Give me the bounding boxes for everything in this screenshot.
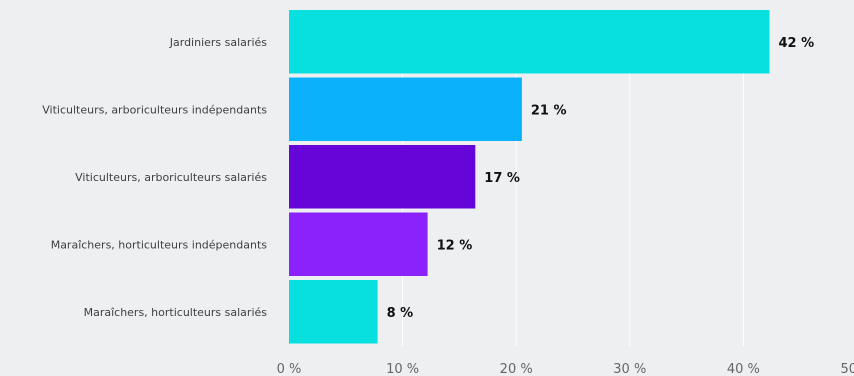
category-labels: Jardiniers salariés Viticulteurs, arboric… (42, 36, 267, 319)
tick-label: 30 % (613, 362, 646, 376)
x-axis-ticks: 0 % 10 % 20 % 30 % 40 % 50 % (277, 362, 854, 376)
data-label: 21 % (531, 103, 567, 118)
data-label: 42 % (779, 36, 815, 51)
bar[interactable] (289, 280, 378, 344)
category-label: Viticulteurs, arboriculteurs indépendant… (42, 103, 267, 116)
data-label: 8 % (387, 306, 414, 321)
category-label: Jardiniers salariés (169, 36, 268, 49)
bar[interactable] (289, 212, 428, 277)
data-label: 12 % (437, 238, 473, 253)
bars (289, 10, 770, 344)
tick-label: 10 % (386, 362, 419, 376)
data-label: 17 % (484, 171, 520, 186)
category-label: Viticulteurs, arboriculteurs salariés (75, 171, 267, 184)
tick-label: 50 % (840, 362, 854, 376)
category-label: Maraîchers, horticulteurs indépendants (51, 238, 268, 251)
data-labels: 42 % 21 % 17 % 12 % 8 % (387, 36, 815, 321)
bar[interactable] (289, 10, 770, 74)
bar[interactable] (289, 145, 476, 209)
bar[interactable] (289, 77, 522, 142)
category-label: Maraîchers, horticulteurs salariés (84, 306, 268, 319)
tick-label: 20 % (500, 362, 533, 376)
tick-label: 40 % (727, 362, 760, 376)
tick-label: 0 % (277, 362, 302, 376)
